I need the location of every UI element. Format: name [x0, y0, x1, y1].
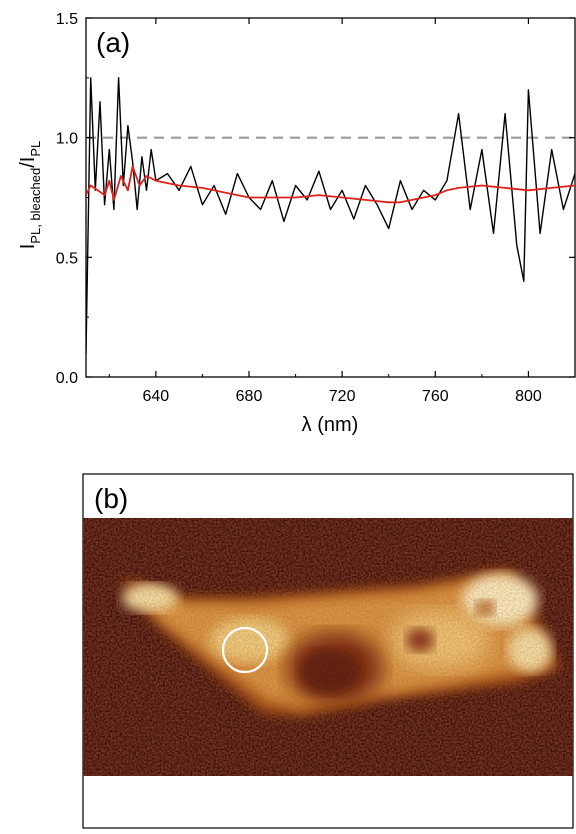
x-tick-label: 640	[143, 388, 170, 405]
series-line-smoothed	[86, 165, 575, 204]
plot-frame	[85, 17, 576, 378]
photoluminescence-map-icon	[83, 518, 573, 776]
y-tick-label: 0.0	[56, 370, 78, 387]
x-tick-label: 760	[422, 388, 449, 405]
y-axis-label-sub1: PL, bleached	[28, 168, 43, 244]
y-tick-label: 0.5	[56, 250, 78, 267]
x-tick-label: 720	[329, 388, 356, 405]
panel-a-chart: 640 680 720 760 800 0.0 0.5 1.0 1.5 (a) λ (nm) I…	[17, 11, 576, 436]
x-axis-label: λ (nm)	[302, 414, 359, 436]
x-tick-label: 680	[236, 388, 263, 405]
y-axis-label-sub2: PL	[28, 141, 43, 157]
y-axis-label-slash: /I	[17, 157, 39, 168]
panel-b-label: (b)	[94, 483, 128, 514]
series-line-raw	[86, 77, 575, 354]
y-tick-label: 1.5	[56, 11, 78, 28]
panel-b-image: (b)	[82, 473, 574, 829]
panel-a-label: (a)	[96, 27, 130, 58]
selection-circle-marker	[221, 626, 269, 674]
y-axis-label: IPL, bleached/IPL	[17, 141, 43, 250]
y-tick-label: 1.0	[56, 131, 78, 148]
y-axis-label-main: I	[17, 244, 39, 250]
x-tick-label: 800	[515, 388, 542, 405]
